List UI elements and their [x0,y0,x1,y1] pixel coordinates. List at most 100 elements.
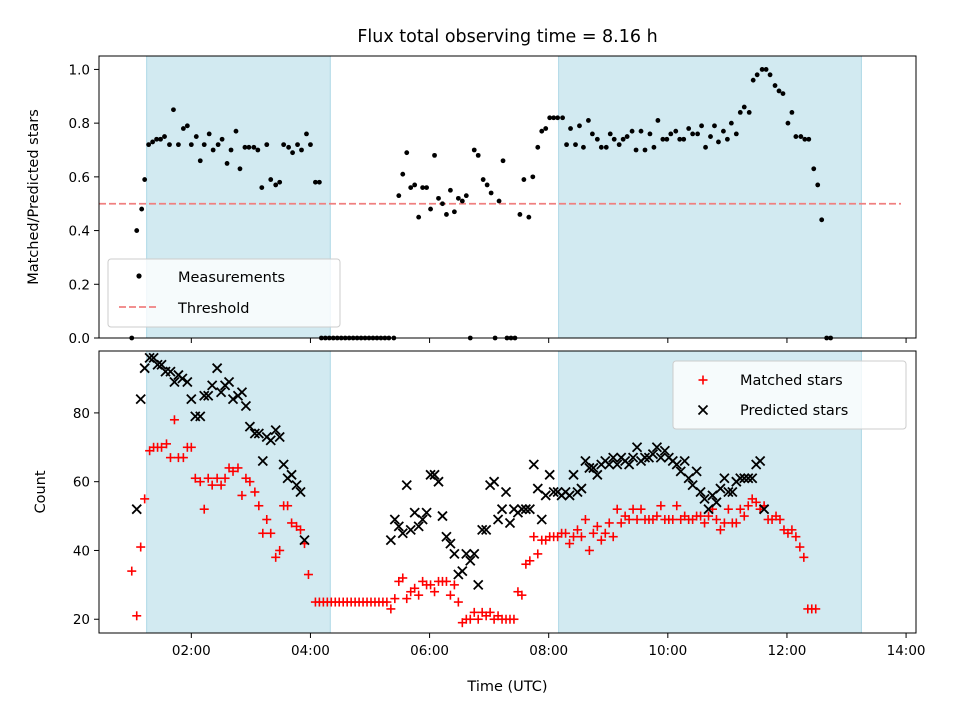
measurement-point [451,209,457,215]
matched-star-point [588,528,598,538]
predicted-star-point [421,507,432,518]
predicted-marker-b [177,373,188,384]
measurement-point [197,158,203,164]
predicted-marker-b [659,445,670,456]
matched-star-point [799,552,809,562]
measurement-point [158,136,163,142]
matched-star-point [624,515,634,525]
matched-star-point [258,528,268,538]
measurement-point [219,136,225,142]
predicted-marker-b [465,555,476,566]
measurement-point [396,193,402,199]
predicted-star-point [397,528,408,539]
predicted-star-point [227,394,239,405]
predicted-marker-b [608,452,619,463]
measurement-point [281,142,287,148]
predicted-marker-b [612,459,623,470]
predicted-star-point [500,486,512,498]
measurement-point [264,142,270,148]
measurement-point [146,142,152,148]
y-tick-label: 60 [73,475,90,491]
matched-star-point [237,490,247,500]
matched-star-point [608,532,618,542]
bottom-y-axis-label: Count [33,470,49,513]
measurement-point [611,136,617,142]
measurement-point [233,128,239,134]
measurement-point [589,131,595,137]
measurement-point [228,147,234,153]
measurement-point [268,177,274,182]
predicted-star-point [177,373,188,384]
predicted-marker-b [265,435,276,446]
predicted-star-point [274,431,285,443]
x-tick-label: 02:00 [172,643,211,659]
predicted-marker-b [500,486,512,498]
predicted-star-point [520,504,532,515]
matched-star-point [565,539,575,549]
top-axes-frame [98,55,917,339]
measurement-point [184,123,190,129]
predicted-star-point [473,579,484,590]
predicted-star-point [691,466,702,477]
matched-star-point [698,375,708,385]
matched-star-point [791,532,801,542]
matched-star-point [402,594,412,604]
measurement-point [432,152,437,158]
top-legend: Measurements Threshold [107,258,341,328]
matched-star-point [169,415,179,425]
matched-star-point [600,528,610,538]
predicted-marker-b [165,366,176,377]
predicted-star-point [655,452,667,463]
predicted-marker-b [679,455,690,467]
predicted-star-point [417,514,428,525]
predicted-marker-b [236,387,248,398]
measurement-point [633,147,639,153]
matched-star-point [795,542,805,552]
measurement-point [286,144,292,150]
matched-star-point [533,549,543,559]
predicted-marker-b [186,394,197,405]
predicted-marker-b [655,452,667,463]
predicted-star-point [215,387,227,398]
predicted-marker-b [195,411,206,422]
matched-star-point [207,480,217,490]
matched-star-point [668,515,678,525]
predicted-star-point [249,428,260,439]
y-tick-label: 0.4 [69,224,90,240]
matched-star-point [735,504,745,514]
predicted-star-point [445,538,456,549]
matched-star-point [157,442,167,452]
predicted-star-point [631,442,643,453]
matched-star-point [739,511,749,521]
predicted-star-point [524,504,535,515]
predicted-marker-b [715,483,726,494]
matched-star-point [140,494,150,504]
predicted-star-point [165,366,176,377]
predicted-star-point [135,394,146,405]
predicted-star-point [211,363,223,374]
predicted-star-point [544,469,555,480]
legend-label: Measurements [178,270,285,286]
predicted-marker-b [739,473,750,484]
predicted-marker-b [207,380,218,391]
predicted-star-point [735,473,746,484]
predicted-marker-b [413,521,424,532]
predicted-marker-b [429,469,440,480]
observing-interval [558,56,862,338]
predicted-star-point [169,376,180,388]
measurement-point [273,182,279,188]
predicted-marker-b [548,486,559,498]
matched-star-point [696,511,706,521]
predicted-star-point [182,376,193,388]
measurement-point [412,182,418,188]
predicted-marker-b [524,504,535,515]
predicted-star-point [715,483,726,494]
predicted-star-point [496,504,508,515]
predicted-star-point [492,514,504,525]
predicted-star-point [612,459,623,470]
matched-star-point [632,515,642,525]
y-tick-label: 0.8 [69,116,90,132]
predicted-marker-b [211,363,223,374]
predicted-star-point [240,400,252,412]
